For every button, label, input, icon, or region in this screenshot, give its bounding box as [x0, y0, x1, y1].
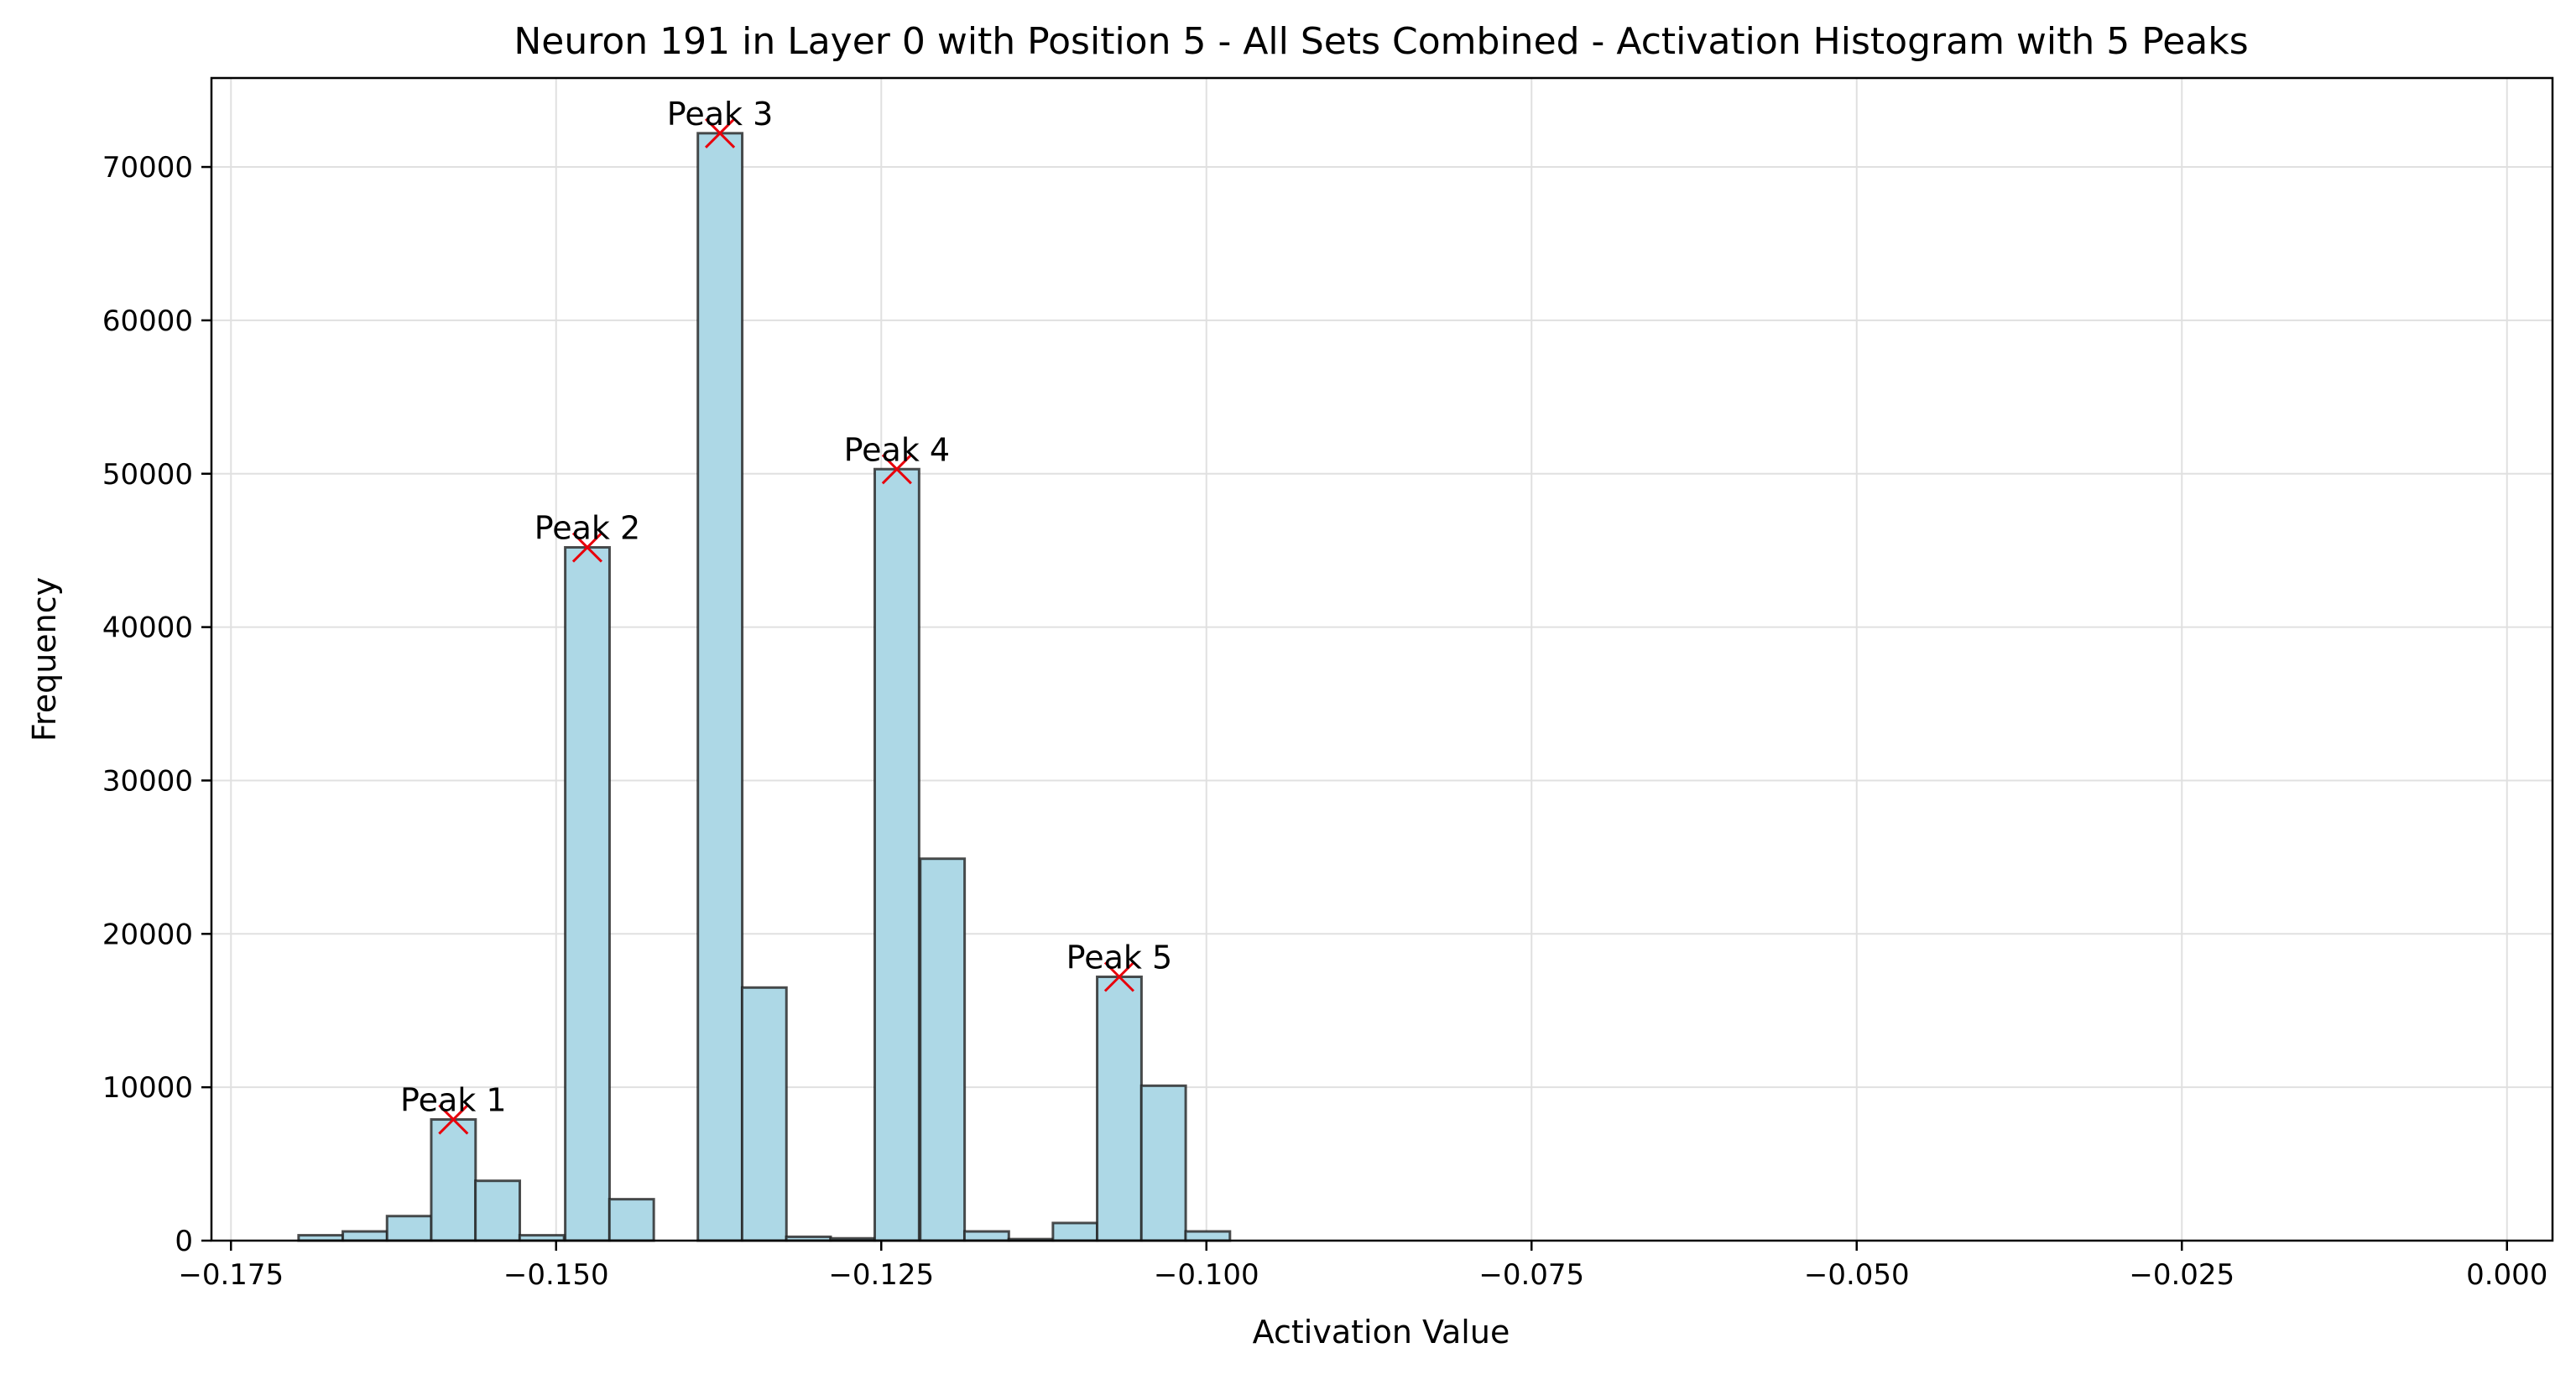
y-tick-label: 50000 [102, 458, 193, 492]
histogram-bar [740, 986, 788, 1242]
peak-marker [704, 117, 736, 148]
y-axis-label: Frequency [26, 577, 63, 742]
histogram-bar [385, 1215, 433, 1242]
y-tick-label: 40000 [102, 612, 193, 645]
y-tick-label: 60000 [102, 304, 193, 338]
x-tick-label: −0.175 [178, 1258, 284, 1292]
chart-title: Neuron 191 in Layer 0 with Position 5 - … [514, 20, 2248, 63]
y-tick-label: 20000 [102, 918, 193, 951]
peak-label: Peak 1 [400, 1082, 507, 1119]
y-tick-label: 0 [175, 1225, 193, 1258]
peak-markers: Peak 1 Peak 2 Peak 3 Peak 4 Peak 5 [400, 96, 1173, 1135]
peak-x-mark [1103, 961, 1134, 992]
peak-x-mark [438, 1104, 469, 1135]
peak-label: Peak 5 [1066, 939, 1173, 976]
peak-x-mark [571, 532, 603, 563]
peak-marker [1103, 961, 1134, 992]
y-tick-label: 10000 [102, 1071, 193, 1105]
plot-frame [210, 76, 2554, 1242]
peak-x-mark [881, 454, 912, 485]
peak-x-mark [704, 117, 736, 148]
y-axis-ticks: 0 10000 20000 30000 40000 50000 60000 70000 [102, 151, 211, 1258]
x-tick-label: −0.125 [828, 1258, 934, 1292]
histogram-bar [1096, 975, 1143, 1242]
y-tick-label: 30000 [102, 764, 193, 798]
histogram-bar [342, 1230, 388, 1242]
histogram-bar [474, 1179, 522, 1242]
peak-marker [438, 1104, 469, 1135]
peak-label: Peak 4 [844, 431, 951, 468]
histogram-bar [1139, 1084, 1187, 1242]
x-tick-label: 0.000 [2466, 1258, 2547, 1292]
x-tick-label: −0.050 [1804, 1258, 1910, 1292]
x-tick-label: −0.150 [503, 1258, 609, 1292]
histogram-bar [430, 1118, 477, 1242]
histogram-bar [607, 1198, 655, 1242]
x-axis-label: Activation Value [1253, 1314, 1510, 1351]
histogram-bar [873, 467, 920, 1242]
x-tick-label: −0.025 [2129, 1258, 2234, 1292]
peak-label: Peak 3 [667, 96, 774, 133]
histogram-bar [1051, 1221, 1099, 1242]
histogram-bar [919, 857, 967, 1242]
histogram-bar [1184, 1230, 1232, 1242]
histogram-bar [696, 132, 744, 1242]
peak-marker [881, 454, 912, 485]
histogram-bar [962, 1230, 1010, 1242]
x-axis-ticks: −0.175 −0.150 −0.125 −0.100 −0.075 −0.050 −0.0… [178, 1241, 2547, 1292]
peak-marker [571, 532, 603, 563]
histogram-bar [564, 546, 611, 1242]
peak-label: Peak 2 [534, 510, 641, 547]
x-tick-label: −0.075 [1478, 1258, 1584, 1292]
x-tick-label: −0.100 [1154, 1258, 1259, 1292]
y-tick-label: 70000 [102, 151, 193, 185]
